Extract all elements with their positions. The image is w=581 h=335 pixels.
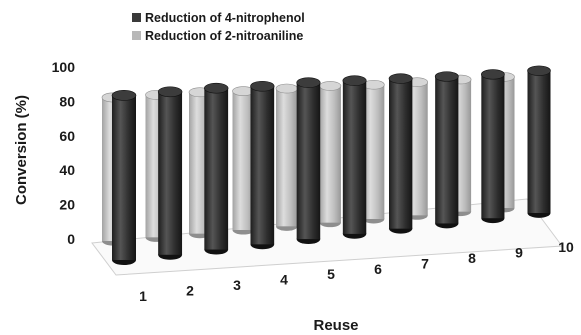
x-tick-label: 3: [233, 277, 241, 293]
bar-series-0: [157, 86, 183, 260]
bar-series-1: [362, 79, 385, 224]
legend: Reduction of 4-nitrophenol Reduction of …: [132, 11, 305, 43]
x-tick-label: 1: [139, 288, 147, 304]
legend-label-series-1: Reduction of 2-nitroaniline: [145, 29, 303, 43]
x-tick-label: 2: [186, 283, 194, 299]
y-axis-label: Conversion (%): [13, 95, 30, 205]
bar-series-0: [204, 82, 229, 255]
y-tick-label: 20: [59, 197, 75, 213]
x-tick-label: 7: [421, 255, 429, 271]
bar-series-1: [232, 86, 255, 235]
legend-label-series-0: Reduction of 4-nitrophenol: [145, 11, 305, 25]
x-tick-labels: 1 2 3 4 5 6 7 8 9 10: [139, 239, 574, 304]
bar-series-0: [111, 90, 137, 266]
x-axis-label: Reuse: [313, 317, 358, 334]
bar-series-0: [250, 80, 275, 250]
bar-series-0: [527, 65, 551, 218]
y-tick-label: 60: [59, 128, 75, 144]
bar-series-0: [296, 77, 321, 245]
x-tick-label: 6: [374, 261, 382, 277]
legend-swatch-series-0: [132, 13, 141, 22]
x-tick-label: 9: [515, 244, 523, 260]
y-tick-labels: 0 20 40 60 80 100: [52, 59, 76, 247]
bar-series-1: [275, 83, 298, 231]
bar-series-0: [342, 75, 367, 239]
bar-series-0: [481, 69, 505, 224]
bars: [101, 65, 551, 266]
x-tick-label: 8: [468, 250, 476, 266]
bar-series-0: [434, 71, 459, 229]
y-tick-label: 80: [59, 93, 75, 109]
legend-swatch-series-1: [132, 31, 141, 40]
bar-series-0: [388, 73, 413, 234]
x-tick-label: 4: [280, 272, 288, 288]
bar-series-1: [319, 81, 342, 228]
x-tick-label: 10: [558, 239, 574, 255]
y-tick-label: 100: [52, 59, 76, 75]
x-tick-label: 5: [327, 266, 335, 282]
y-tick-label: 40: [59, 162, 75, 178]
y-tick-label: 0: [67, 231, 75, 247]
